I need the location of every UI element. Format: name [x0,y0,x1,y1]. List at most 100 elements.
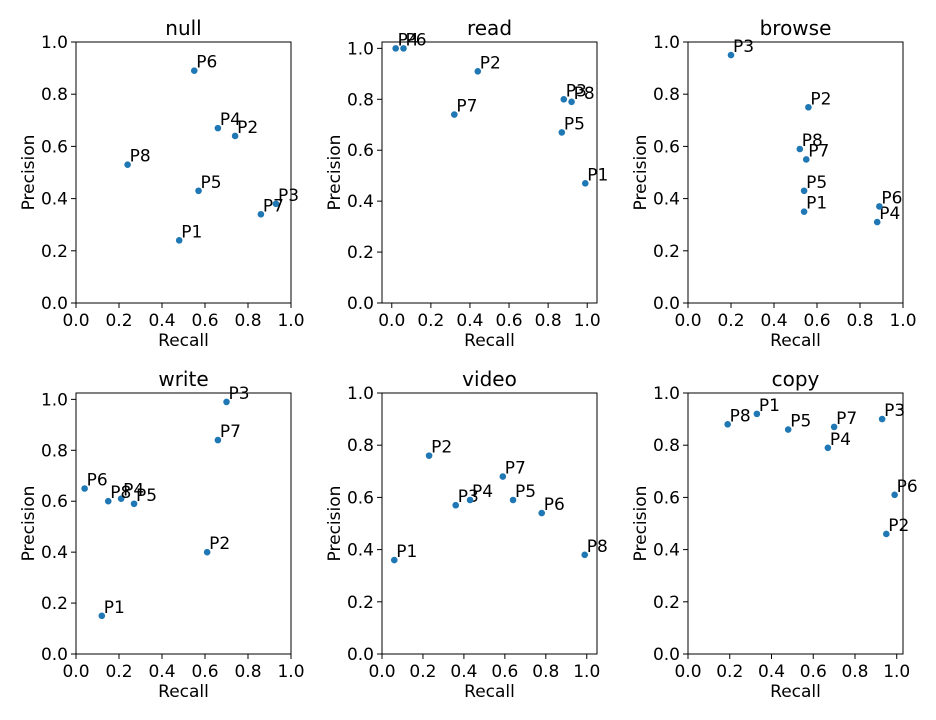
point-label-p1: P1 [104,598,125,618]
point-label-p4: P4 [472,482,493,502]
x-axis-label: Recall [770,331,821,351]
point-label-p5: P5 [201,173,222,193]
point-label-p8: P8 [130,147,151,167]
x-tick-label: 0.2 [409,662,436,682]
x-tick-label: 0.8 [841,662,868,682]
panel-title: read [467,16,512,40]
y-axis-label: Precision [19,135,39,211]
y-tick-label: 1.0 [41,33,68,53]
y-tick-label: 0.2 [41,594,68,614]
x-axis-label: Recall [770,682,821,702]
point-label-p2: P2 [888,516,909,536]
panel-title: copy [772,367,820,391]
point-label-p2: P2 [431,438,452,458]
panel-title: null [165,16,201,40]
y-tick-label: 0.4 [653,541,680,561]
scatter-point-p2 [425,452,433,459]
point-label-p5: P5 [564,114,585,134]
y-tick-label: 0.0 [41,294,68,314]
y-tick-label: 1.0 [347,39,374,59]
scatter-point-p1 [753,410,761,418]
x-tick-label: 0.2 [716,662,743,682]
plot-area-frame [75,392,292,655]
point-label-p7: P7 [220,422,241,442]
x-tick-label: 0.4 [148,662,175,682]
point-label-p5: P5 [136,486,157,506]
y-tick-label: 0.0 [653,645,680,665]
x-tick-label: 0.0 [674,662,701,682]
scatter-point-p7 [802,156,810,163]
scatter-point-p8 [568,98,575,106]
panel-title: video [462,367,517,391]
y-axis-label: Precision [631,135,651,211]
y-tick-label: 0.6 [41,492,68,512]
y-tick-label: 0.4 [347,192,374,212]
point-label-p8: P8 [574,84,595,104]
y-tick-label: 1.0 [653,384,680,404]
scatter-point-p5 [784,426,792,433]
subplot-read: read 0.0 0.2 0.4 0.6 0.8 1.0 0.0 0.2 0.4 0.6 0.8 1.0… [325,16,608,351]
scatter-point-p3 [272,200,280,208]
scatter-point-p1 [390,556,398,564]
y-tick-label: 0.6 [347,488,374,508]
scatter-point-p5 [509,496,517,504]
point-label-p7: P7 [836,409,857,429]
scatter-point-p2 [203,548,211,556]
y-tick-label: 0.6 [653,488,680,508]
x-tick-label: 0.8 [535,311,562,331]
scatter-point-p4 [214,124,222,132]
point-label-p3: P3 [884,401,905,421]
plot-area-frame [687,392,904,655]
scatter-point-p3 [223,398,230,406]
point-label-p6: P6 [881,188,902,208]
point-label-p1: P1 [396,542,417,562]
scatter-point-p5 [558,129,566,136]
point-label-p8: P8 [587,537,608,557]
point-label-p7: P7 [808,141,829,161]
point-label-p6: P6 [544,495,565,515]
scatter-point-p8 [104,497,112,505]
y-axis-label: Precision [325,486,345,562]
scatter-point-p1 [98,612,106,620]
scatter-point-p3 [452,501,460,509]
subplot-copy: copy 0.0 0.2 0.4 0.6 0.8 1.0 0.0 0.2 0.4 0.6 0.8 1.0… [631,367,918,702]
x-axis-label: Recall [464,682,515,702]
x-tick-label: 0.2 [717,311,744,331]
scatter-point-p4 [466,496,474,504]
y-tick-label: 0.0 [653,294,680,314]
x-tick-label: 0.4 [758,662,785,682]
y-tick-label: 1.0 [41,390,68,410]
scatter-point-p6 [891,491,898,499]
y-axis-label: Precision [19,486,39,562]
point-label-p1: P1 [759,396,780,416]
point-label-p8: P8 [730,406,751,426]
x-tick-label: 0.0 [674,311,701,331]
scatter-point-p1 [800,208,808,215]
scatter-point-p4 [392,45,399,52]
x-tick-label: 1.0 [889,311,916,331]
panel-title: browse [760,16,832,40]
scatter-point-p7 [214,436,222,444]
x-tick-label: 0.2 [105,662,132,682]
scatter-point-p3 [878,415,886,423]
scatter-point-p7 [257,210,265,218]
y-axis-label: Precision [325,135,345,211]
x-axis-label: Recall [158,331,209,351]
point-label-p8: P8 [110,483,131,503]
scatter-point-p6 [190,67,198,75]
subplot-null: null 0.0 0.2 0.4 0.6 0.8 1.0 0.0 0.2 0.4 0.6 0.8 1.0… [19,16,305,351]
scatter-point-p2 [231,132,239,140]
scatter-point-p2 [474,67,482,75]
point-label-p6: P6 [897,477,918,497]
subplot-video: video 0.0 0.2 0.4 0.6 0.8 1.0 0.0 0.2 0.4 0.6 0.8 1.… [325,367,608,702]
y-tick-label: 0.0 [347,294,374,314]
y-tick-label: 1.0 [653,33,680,53]
plot-area-frame [75,41,292,304]
scatter-point-p3 [560,95,568,103]
scatter-point-p8 [124,161,131,168]
plot-area-frame [381,392,598,655]
point-label-p1: P1 [181,222,202,242]
scatter-point-p7 [499,473,507,480]
point-label-p5: P5 [806,173,827,193]
